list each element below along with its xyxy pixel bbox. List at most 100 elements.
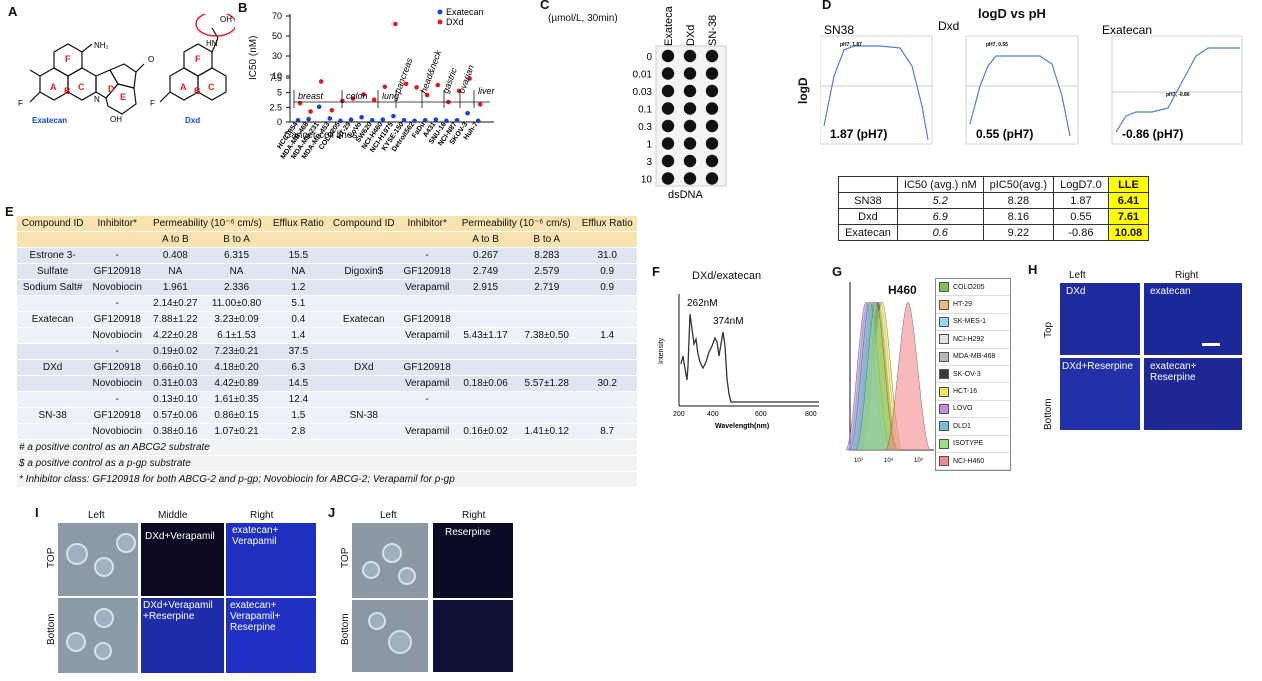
svg-text:C: C <box>78 82 85 92</box>
svg-text:F: F <box>150 99 155 108</box>
j-image-reserpine: Reserpine <box>433 523 513 598</box>
b-group-label: ovarian <box>456 64 475 95</box>
g-legend-item: ISOTYPE <box>936 436 1010 453</box>
b-point-dxd <box>382 84 388 90</box>
svg-text:374nM: 374nM <box>713 316 744 327</box>
b-xlabel: Cancer cell lines <box>284 130 358 141</box>
b-point-dxd <box>340 98 345 104</box>
i-image-brightfield-top <box>58 523 138 596</box>
i-col-middle: Middle <box>158 510 188 521</box>
g-xtick: 10⁵ <box>914 457 924 464</box>
b-point-dxd <box>308 109 313 114</box>
permeability-table: Compound ID Inhibitor* Permeability (10⁻… <box>17 216 637 488</box>
legend-exatecan-marker <box>437 9 443 15</box>
ring-letters: A B C D E F A B C F <box>50 54 215 102</box>
b-point-dxd <box>424 92 430 98</box>
panel-label-b: B <box>238 0 248 15</box>
svg-text:800: 800 <box>805 411 817 418</box>
b-point-exatecan <box>380 117 386 122</box>
h-image-dxd-reserpine: DXd+Reserpine <box>1060 358 1140 430</box>
g-xtick: 10³ <box>854 458 863 464</box>
b-ytick: 30 <box>272 51 282 61</box>
b-point-exatecan <box>338 118 343 124</box>
table-row: -0.19±0.02 7.23±0.21 37.5 <box>17 343 637 360</box>
panel-label-f: F <box>652 264 660 279</box>
i-row-top: TOP <box>46 547 57 568</box>
logd-value: 0.55 (pH7) <box>976 127 1033 141</box>
legend-dxd: DXd <box>446 17 464 27</box>
i-image-dxd-verapamil: DXd+Verapamil <box>141 523 224 596</box>
svg-text:HN: HN <box>206 39 218 48</box>
c-dot <box>661 119 675 133</box>
c-dot <box>683 172 697 185</box>
logd-value: 1.87 (pH7) <box>830 127 887 141</box>
b-ytick: 2.5 <box>269 102 282 112</box>
h-col-left: Left <box>1069 270 1086 281</box>
b-ytick: 70 <box>272 11 282 21</box>
svg-text:200: 200 <box>673 411 685 418</box>
j-image-brightfield-top <box>352 523 428 598</box>
c-col-label: Exatecan <box>663 6 675 46</box>
b-point-exatecan <box>348 117 354 122</box>
svg-text:NH₂: NH₂ <box>94 41 109 50</box>
i-col-right: Right <box>250 510 274 521</box>
exatecan-label: Exatecan <box>32 116 67 125</box>
logd-plot-dxd: pH7, 0.55 0.55 (pH7) pH <box>965 35 1079 170</box>
b-point-exatecan <box>412 118 417 124</box>
svg-text:F: F <box>18 99 23 108</box>
g-legend-item: HT-29 <box>936 296 1010 314</box>
c-dot <box>705 154 719 168</box>
b-group-label: breast <box>298 91 324 101</box>
svg-text:400: 400 <box>707 411 719 418</box>
i-image-brightfield-bottom <box>58 598 138 673</box>
svg-text:N: N <box>94 95 100 104</box>
c-dot <box>705 102 719 115</box>
c-dot <box>683 49 697 63</box>
b-point-dxd <box>361 92 366 97</box>
svg-text:Wavelength(nm): Wavelength(nm) <box>715 423 769 430</box>
c-dot <box>705 49 719 63</box>
g-legend-item: NCI-H460 <box>936 453 1010 471</box>
h-col-right: Right <box>1175 270 1199 281</box>
g-legend-item: SK-OV-3 <box>936 366 1010 384</box>
d-name-dxd: Dxd <box>938 20 959 33</box>
table-row: DXd GF120918 0.66±0.10 4.18±0.20 6.3 DXd GF120… <box>17 359 637 376</box>
b-point-exatecan <box>316 104 322 110</box>
d-ylabel: logD <box>796 77 810 104</box>
b-point-exatecan <box>454 117 460 123</box>
b-point-dxd <box>318 79 324 84</box>
d-xlabel: pH <box>1169 169 1185 170</box>
c-dot <box>661 137 675 150</box>
table-row: Sodium Salt# Novobiocin 1.961 2.336 1.2 Verap… <box>17 279 637 296</box>
c-unit: (µmol/L, 30min) <box>548 13 618 24</box>
b-ytick: 5 <box>277 88 282 98</box>
svg-text:OH: OH <box>220 15 232 24</box>
c-col-label: DXd <box>685 25 697 46</box>
j-image-bottom <box>433 600 513 672</box>
flow-histogram: 10³ 10⁴ 10⁵ <box>845 282 934 464</box>
panel-label-h: H <box>1028 262 1038 277</box>
d-title: logD vs pH <box>978 6 1046 21</box>
c-row-label: 1 <box>646 140 652 151</box>
c-row-label: 3 <box>646 157 652 168</box>
dxd-highlight-circle <box>195 14 235 37</box>
svg-text:D: D <box>108 84 115 94</box>
panel-label-i: I <box>35 505 39 520</box>
j-image-brightfield-bottom <box>352 600 428 672</box>
b-point-exatecan <box>433 117 439 122</box>
b-point-exatecan <box>475 118 481 124</box>
f-title: DXd/exatecan <box>692 270 762 282</box>
table-row: -2.14±0.27 11.00±0.80 5.1 <box>17 295 637 312</box>
g-legend-item: DLD1 <box>936 418 1010 436</box>
b-point-exatecan <box>369 117 375 123</box>
g-legend-item: MDA-MB-468 <box>936 349 1010 366</box>
i-image-exatecan-verapamil-reserpine: exatecan+ Verapamil+ Reserpine <box>226 598 316 673</box>
c-dot <box>705 67 719 80</box>
i-image-exatecan-verapamil: exatecan+ Verapamil <box>226 523 316 596</box>
b-point-dxd <box>329 107 335 113</box>
logd-plot-exatecan: pH7, -0.86 -0.86 (pH7) pH <box>1111 35 1243 170</box>
c-dot <box>683 67 697 80</box>
g-legend-item: LOVO <box>936 401 1010 419</box>
panel-label-d: D <box>822 0 832 12</box>
b-point-exatecan <box>444 118 449 124</box>
